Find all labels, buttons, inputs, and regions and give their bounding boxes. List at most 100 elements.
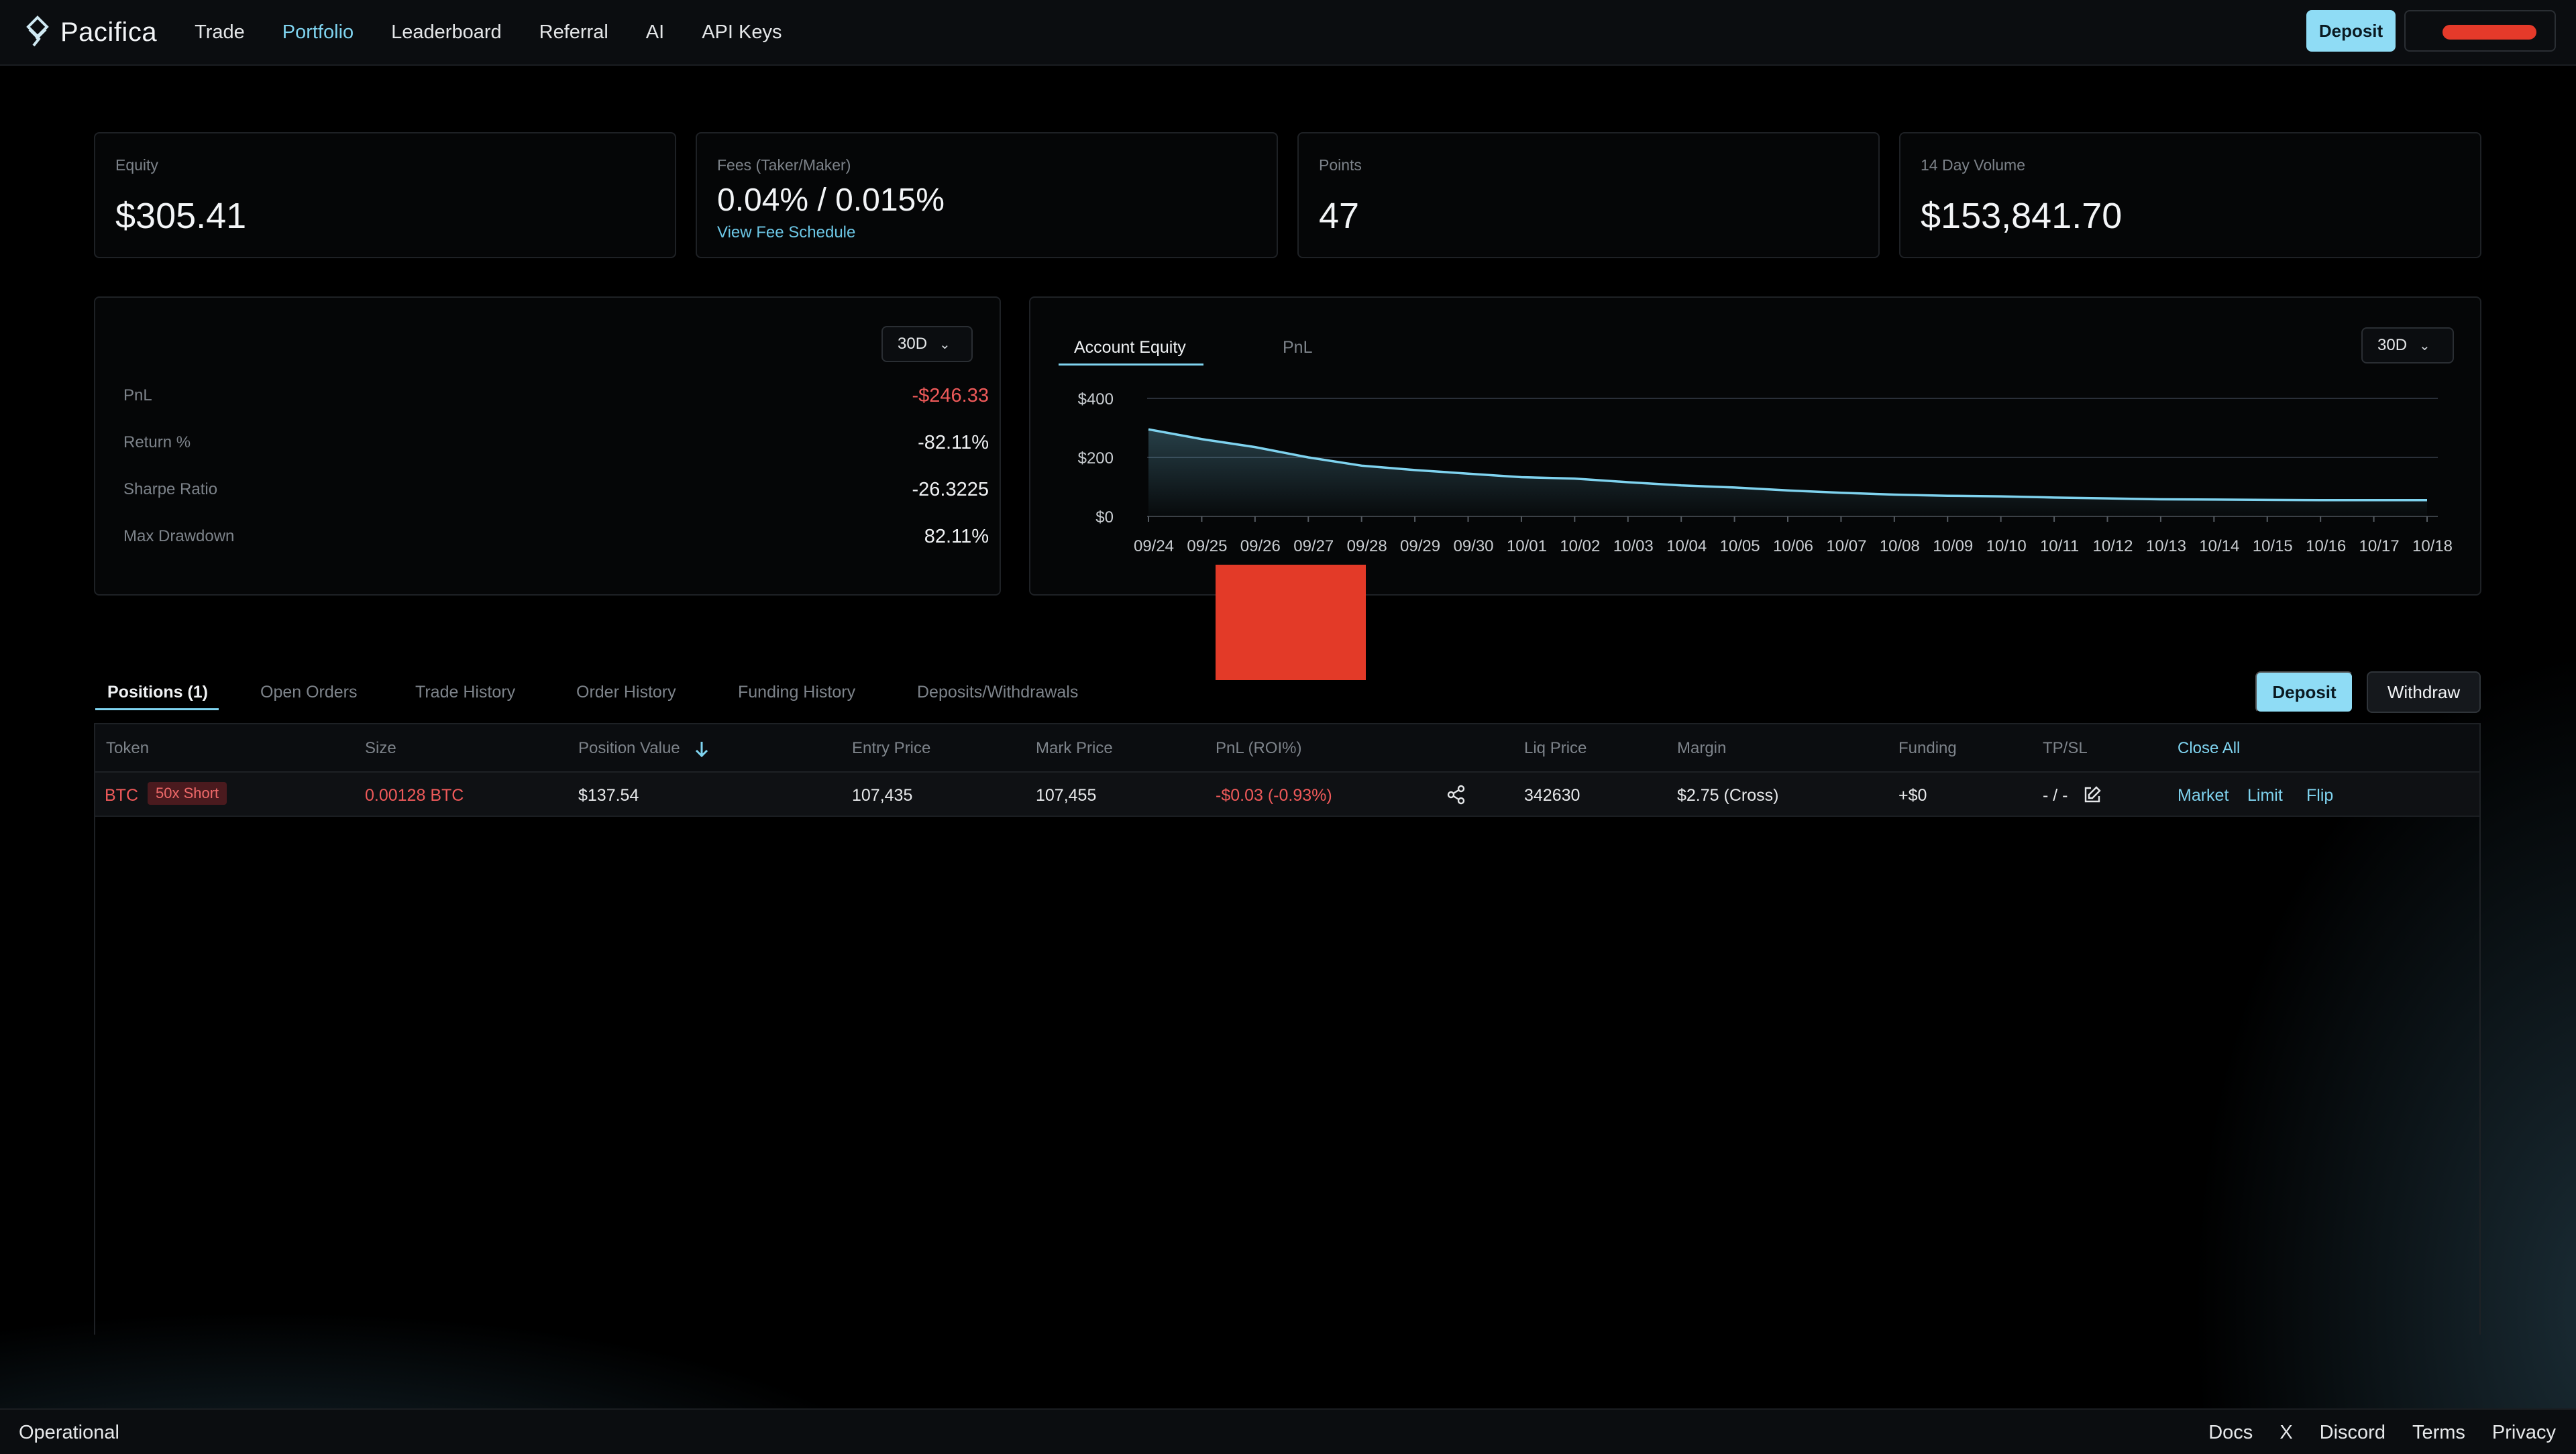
token-cell[interactable]: BTC (105, 786, 138, 805)
footer-link-discord[interactable]: Discord (2319, 1422, 2385, 1443)
tab-open-orders[interactable]: Open Orders (260, 683, 358, 702)
metric-row-pnl: PnL -$246.33 (123, 385, 989, 413)
metric-value: -26.3225 (912, 479, 989, 500)
tab-account-equity[interactable]: Account Equity (1074, 338, 1186, 357)
metric-row-sharpe: Sharpe Ratio -26.3225 (123, 479, 989, 507)
x-tick-label: 09/24 (1134, 537, 1174, 555)
x-tick-label: 09/29 (1400, 537, 1440, 555)
volume-card: 14 Day Volume $153,841.70 (1899, 132, 2481, 258)
tab-deposits-withdrawals[interactable]: Deposits/Withdrawals (917, 683, 1079, 702)
x-tick-label: 09/27 (1293, 537, 1334, 555)
brand-logo[interactable]: Pacifica (20, 15, 157, 50)
col-token: Token (106, 739, 150, 757)
fees-label: Fees (Taker/Maker) (717, 156, 851, 174)
metric-row-return: Return % -82.11% (123, 432, 989, 460)
wallet-button[interactable] (2404, 10, 2556, 52)
tab-funding-history[interactable]: Funding History (738, 683, 856, 702)
metric-label: Max Drawdown (123, 527, 235, 545)
chart-period-dropdown[interactable]: 30D ⌄ (2361, 327, 2454, 364)
y-tick-label: $400 (1078, 390, 1114, 408)
x-tick-label: 10/10 (1986, 537, 2027, 555)
metric-row-max-drawdown: Max Drawdown 82.11% (123, 526, 989, 554)
flip-button[interactable]: Flip (2306, 786, 2334, 805)
volume-label: 14 Day Volume (1921, 156, 2025, 174)
col-tpsl: TP/SL (2043, 739, 2088, 757)
col-entry-price: Entry Price (852, 739, 931, 757)
points-value: 47 (1319, 196, 1360, 236)
limit-close-button[interactable]: Limit (2247, 786, 2283, 805)
equity-value: $305.41 (115, 196, 247, 236)
market-close-button[interactable]: Market (2178, 786, 2229, 805)
table-header: Token Size Position Value Entry Price Ma… (95, 724, 2479, 773)
equity-chart-card: Account Equity PnL 30D ⌄ $0 $200 $400 09/24… (1029, 296, 2481, 596)
points-card: Points 47 (1297, 132, 1880, 258)
nav-ai[interactable]: AI (645, 21, 665, 43)
tab-positions[interactable]: Positions (1) (107, 683, 209, 702)
x-tick-label: 10/03 (1613, 537, 1654, 555)
col-position-value[interactable]: Position Value (578, 739, 710, 759)
footer-link-privacy[interactable]: Privacy (2491, 1422, 2556, 1443)
x-tick-label: 10/02 (1560, 537, 1600, 555)
active-tab-indicator (95, 708, 219, 710)
edit-icon[interactable] (2082, 785, 2102, 805)
tpsl-cell: - / - (2043, 786, 2068, 805)
tab-order-history[interactable]: Order History (576, 683, 676, 702)
col-funding: Funding (1898, 739, 1957, 757)
tab-trade-history[interactable]: Trade History (415, 683, 516, 702)
chart-period-value: 30D (2377, 336, 2408, 354)
main-nav: Trade Portfolio Leaderboard Referral AI … (195, 21, 819, 44)
withdraw-button[interactable]: Withdraw (2367, 671, 2481, 713)
y-tick-label: $0 (1095, 508, 1114, 526)
tab-pnl[interactable]: PnL (1283, 338, 1313, 357)
deposit-button[interactable]: Deposit (2255, 671, 2353, 713)
nav-referral[interactable]: Referral (539, 21, 608, 43)
positions-table: Token Size Position Value Entry Price Ma… (94, 723, 2481, 1335)
redaction-block (1216, 565, 1366, 680)
col-mark-price: Mark Price (1036, 739, 1113, 757)
x-tick-label: 10/12 (2092, 537, 2133, 555)
brand-name: Pacifica (60, 17, 158, 47)
x-tick-label: 10/13 (2146, 537, 2186, 555)
metric-label: PnL (123, 386, 152, 404)
mark-price-cell: 107,455 (1036, 786, 1097, 805)
footer-link-x[interactable]: X (2279, 1422, 2293, 1443)
pacifica-logo-icon (26, 15, 49, 47)
share-icon[interactable] (1446, 785, 1466, 805)
x-tick-label: 10/08 (1880, 537, 1920, 555)
x-tick-label: 10/17 (2359, 537, 2400, 555)
footer-link-terms[interactable]: Terms (2412, 1422, 2465, 1443)
close-all-button[interactable]: Close All (2178, 739, 2241, 757)
x-tick-label: 09/25 (1187, 537, 1227, 555)
equity-card: Equity $305.41 (94, 132, 676, 258)
metric-value: 82.11% (924, 526, 989, 547)
metric-label: Return % (123, 433, 191, 451)
header-deposit-button[interactable]: Deposit (2306, 10, 2396, 52)
chevron-down-icon: ⌄ (2419, 338, 2430, 353)
sort-arrow-down-icon (696, 741, 708, 757)
fees-value: 0.04% / 0.015% (717, 182, 945, 218)
x-tick-label: 10/04 (1666, 537, 1707, 555)
metrics-period-dropdown[interactable]: 30D ⌄ (881, 326, 973, 362)
footer-link-docs[interactable]: Docs (2208, 1422, 2253, 1443)
x-tick-label: 09/30 (1453, 537, 1493, 555)
nav-leaderboard[interactable]: Leaderboard (391, 21, 502, 43)
pnl-cell: -$0.03 (-0.93%) (1216, 786, 1332, 805)
x-tick-label: 10/05 (1720, 537, 1760, 555)
size-cell: 0.00128 BTC (365, 786, 464, 805)
x-tick-label: 10/06 (1773, 537, 1813, 555)
nav-portfolio[interactable]: Portfolio (282, 21, 354, 43)
nav-trade[interactable]: Trade (195, 21, 245, 43)
chevron-down-icon: ⌄ (939, 337, 951, 352)
x-tick-label: 10/11 (2040, 537, 2079, 555)
view-fee-schedule-link[interactable]: View Fee Schedule (717, 223, 856, 241)
nav-api-keys[interactable]: API Keys (702, 21, 782, 43)
equity-area (1148, 429, 2427, 516)
col-liq-price: Liq Price (1524, 739, 1587, 757)
leverage-side-badge: 50x Short (148, 782, 227, 805)
system-status: Operational (19, 1422, 119, 1443)
wallet-address-redaction (2443, 25, 2536, 40)
metrics-period-value: 30D (898, 335, 928, 353)
x-tick-label: 09/26 (1240, 537, 1281, 555)
metric-value: -$246.33 (912, 385, 989, 406)
active-tab-indicator (1059, 364, 1203, 366)
